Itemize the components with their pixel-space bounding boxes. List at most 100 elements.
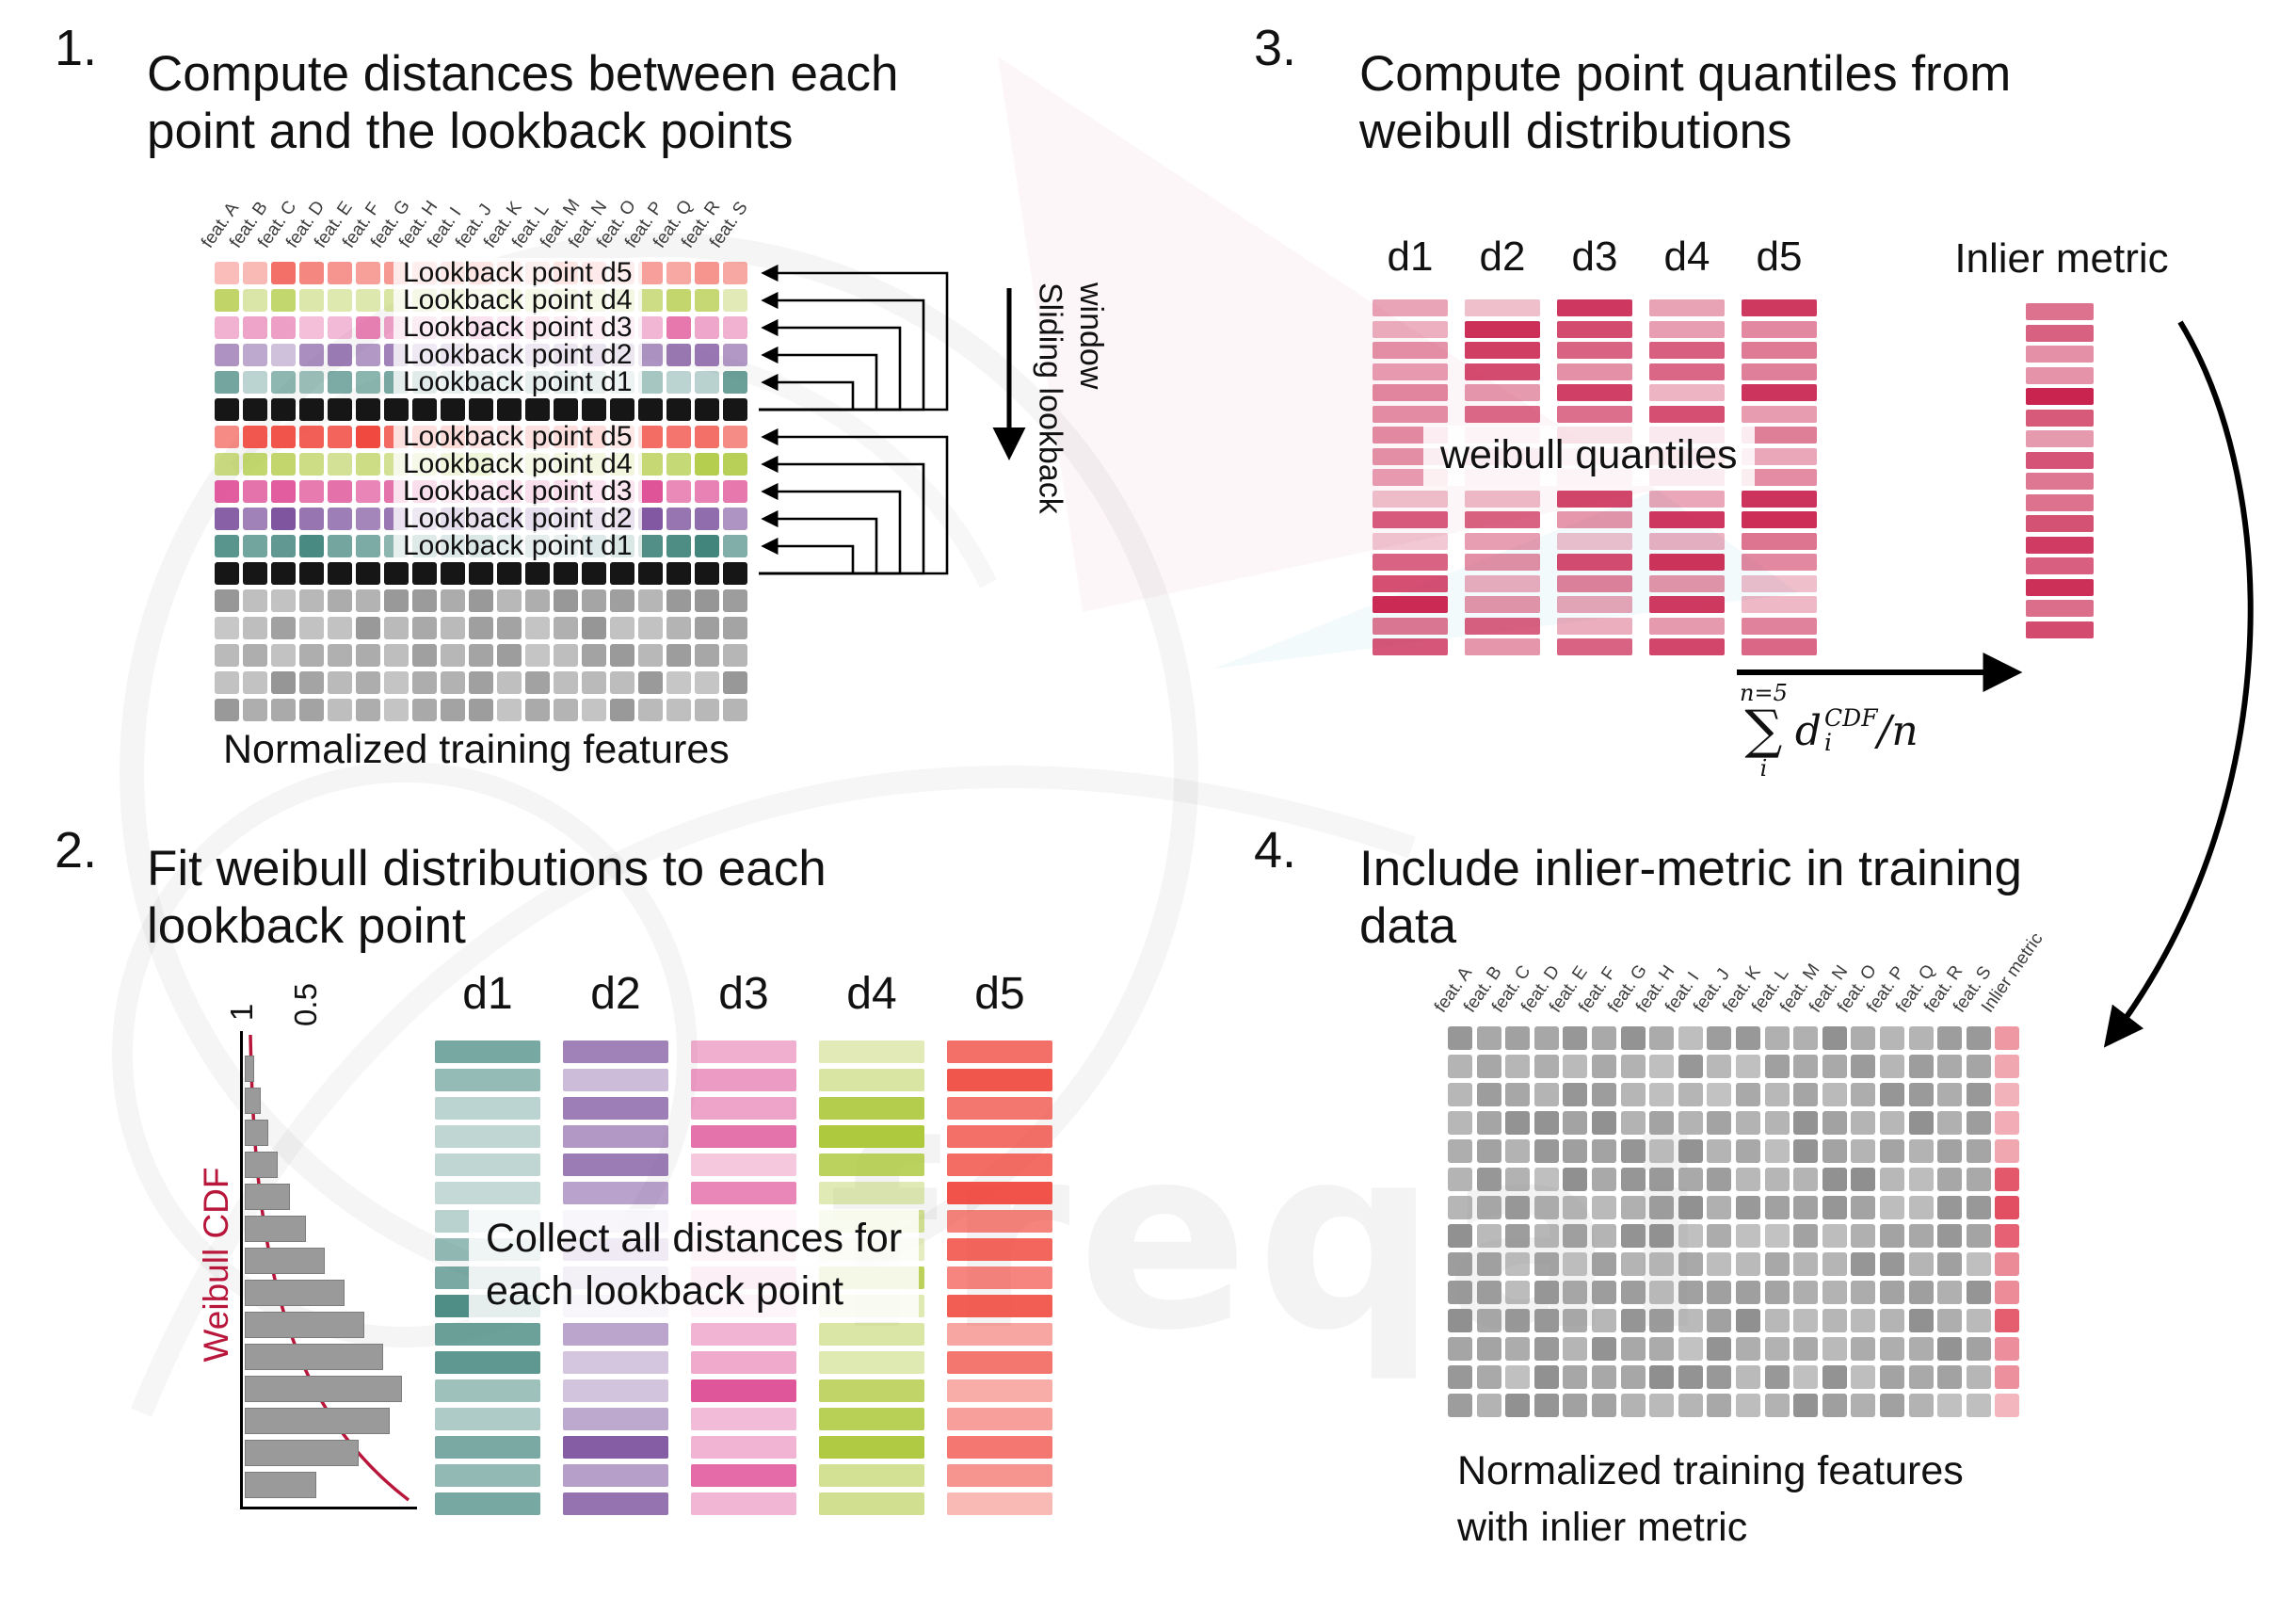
quantile-bar [1373,554,1448,571]
distance-bar [435,1492,540,1515]
feature-cell [215,316,239,339]
feature-cell [497,589,522,612]
feature-cell [1937,1337,1962,1361]
feature-cell [666,644,691,667]
feature-cell [638,589,663,612]
feature-cell [1477,1026,1501,1050]
weibull-cdf-plot [240,1031,417,1509]
feature-cell [1967,1337,1991,1361]
quantile-bar [1649,363,1725,380]
step4-caption-line1: Normalized training features [1457,1448,1964,1493]
feature-cell [1736,1394,1760,1417]
feature-cell [695,426,719,448]
feature-cell [243,589,267,612]
feature-cell [1621,1168,1646,1191]
feature-cell [412,671,437,694]
feature-cell [1822,1309,1847,1332]
inlier-metric-bar [2026,473,2094,490]
feature-cell [1851,1394,1875,1417]
distance-bar [563,1323,668,1346]
feature-cell [1448,1111,1472,1135]
histogram-bar [245,1312,364,1338]
feature-cell [1909,1365,1934,1389]
feature-cell [695,699,719,721]
quantile-bar [1465,575,1540,592]
distance-bar [819,1153,924,1176]
feature-cell [356,508,380,530]
feature-cell [497,562,522,585]
step2-title-line2: lookback point [147,898,466,955]
feature-cell [1505,1224,1530,1248]
inlier-metric-bar [2026,303,2094,320]
distance-bar [691,1351,796,1374]
feature-cell [1505,1026,1530,1050]
feature-cell [215,671,239,694]
feature-cell [695,480,719,503]
lookback-row-label: Lookback point d5 [393,422,642,452]
distance-bar [435,1379,540,1402]
feature-cell [1563,1055,1587,1078]
feature-cell [1765,1252,1790,1276]
distance-bar [691,1182,796,1204]
lookback-arrow-g1-d5 [759,264,949,411]
feature-cell [525,644,550,667]
feature-cell [1592,1337,1616,1361]
feature-cell [695,644,719,667]
feature-cell [1621,1139,1646,1163]
lookback-row-label: Lookback point d5 [393,258,642,288]
quantile-column-label: d4 [1663,234,1710,280]
feature-cell [1880,1111,1904,1135]
feature-cell [666,398,691,421]
feature-cell [215,699,239,721]
feature-cell [328,644,352,667]
feature-cell [497,617,522,639]
feature-cell [356,699,380,721]
feature-cell [441,398,465,421]
feature-cell [582,398,606,421]
feature-cell [1765,1309,1790,1332]
inlier-metric-cell [1995,1139,2019,1163]
distance-bar [691,1097,796,1120]
feature-cell [215,344,239,366]
lookback-row-label: Lookback point d1 [393,531,642,561]
quantile-bar [1649,618,1725,635]
feature-cell [243,480,267,503]
distance-bar [563,1408,668,1430]
feature-cell [1534,1111,1559,1135]
feature-cell [1880,1281,1904,1304]
feature-cell [412,589,437,612]
feature-cell [638,316,663,339]
distance-bar [563,1153,668,1176]
feature-cell [610,699,634,721]
distance-column-label: d3 [718,969,769,1019]
feature-cell [638,480,663,503]
quantile-bar [1373,406,1448,423]
quantile-bar [1465,321,1540,338]
histogram-bar [245,1184,290,1210]
feature-cell [356,589,380,612]
feature-cell [610,644,634,667]
feature-cell [695,535,719,557]
quantile-bar [1742,533,1817,550]
feature-cell [554,671,578,694]
quantile-bar [1557,575,1632,592]
feature-cell [469,398,493,421]
feature-cell [1621,1394,1646,1417]
feature-cell [1649,1026,1674,1050]
histogram-bar [245,1152,278,1178]
feature-cell [1909,1394,1934,1417]
feature-cell [582,699,606,721]
quantile-bar [1465,511,1540,528]
feature-cell [1678,1139,1703,1163]
feature-cell [1707,1139,1731,1163]
inlier-metric-bar [2026,557,2094,574]
feature-cell [243,671,267,694]
inlier-metric-cell [1995,1365,2019,1389]
quantile-bar [1373,384,1448,401]
feature-cell [356,316,380,339]
feature-cell [1765,1055,1790,1078]
feature-cell [638,262,663,284]
lookback-arrow-g1-d2 [759,346,878,411]
quantile-bar [1742,638,1817,655]
feature-cell [384,699,409,721]
